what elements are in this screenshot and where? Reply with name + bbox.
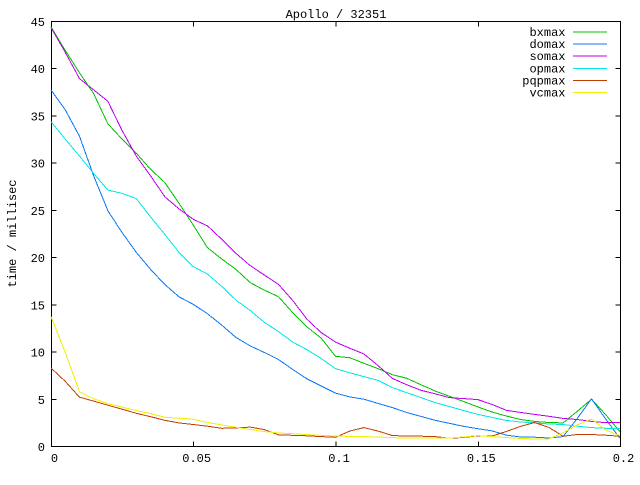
- svg-text:45: 45: [31, 16, 45, 30]
- svg-text:time / millisec: time / millisec: [6, 179, 20, 287]
- svg-text:opmax: opmax: [529, 62, 565, 76]
- svg-text:0.1: 0.1: [328, 452, 350, 466]
- svg-text:somax: somax: [529, 50, 565, 64]
- svg-text:40: 40: [31, 63, 45, 77]
- svg-text:0.2: 0.2: [613, 452, 635, 466]
- svg-text:bxmax: bxmax: [529, 26, 565, 40]
- svg-text:0: 0: [38, 441, 45, 455]
- svg-text:pqpmax: pqpmax: [522, 74, 565, 88]
- svg-text:Apollo / 32351: Apollo / 32351: [286, 8, 387, 22]
- svg-text:5: 5: [38, 394, 45, 408]
- svg-text:0.05: 0.05: [182, 452, 211, 466]
- svg-text:20: 20: [31, 252, 45, 266]
- svg-text:15: 15: [31, 299, 45, 313]
- svg-text:0.15: 0.15: [467, 452, 496, 466]
- svg-text:25: 25: [31, 205, 45, 219]
- svg-text:vcmax: vcmax: [529, 87, 565, 101]
- svg-text:35: 35: [31, 110, 45, 124]
- svg-text:domax: domax: [529, 38, 565, 52]
- svg-text:0: 0: [51, 452, 58, 466]
- svg-text:30: 30: [31, 158, 45, 172]
- svg-text:10: 10: [31, 347, 45, 361]
